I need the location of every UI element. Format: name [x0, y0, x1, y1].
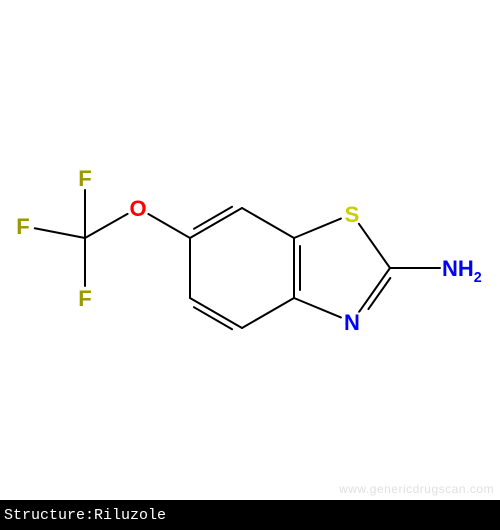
- atom-label-f3: F: [78, 286, 91, 311]
- atom-label-f2: F: [78, 166, 91, 191]
- atom-label-o1: O: [129, 196, 146, 221]
- caption-prefix: Structure:: [4, 507, 94, 524]
- atom-label-f1: F: [16, 214, 29, 239]
- atom-label-n1: N: [344, 310, 360, 335]
- image-container: FFFOSNNH2 www.genericdrugscan.com Struct…: [0, 0, 500, 530]
- molecule-svg: F F F O S N NH2: [0, 0, 500, 500]
- atom-label-s1: S: [345, 202, 360, 227]
- caption-value: Riluzole: [94, 507, 166, 524]
- molecule-canvas: F F F O S N NH2: [0, 0, 500, 500]
- atom-label-n2: NH2: [442, 256, 482, 286]
- caption-bar: Structure: Riluzole: [0, 500, 500, 530]
